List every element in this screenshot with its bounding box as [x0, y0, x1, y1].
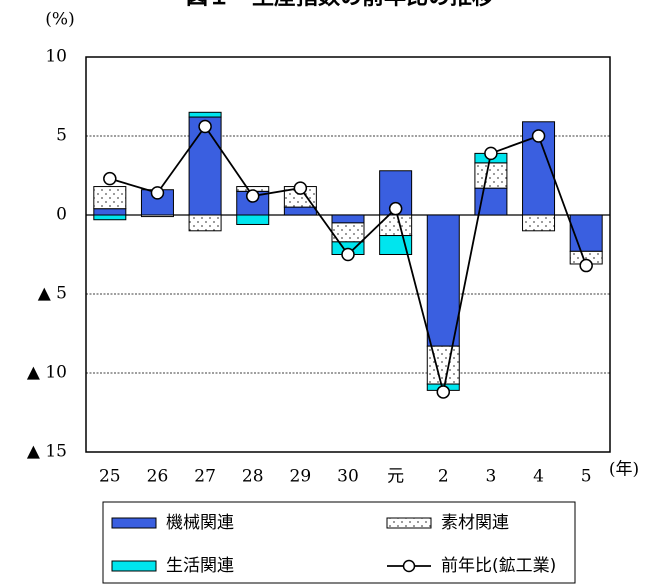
- bar-segment: [283, 206, 317, 216]
- bar-segment: [569, 214, 603, 252]
- line-point: [150, 186, 165, 200]
- bar-segment: [522, 121, 556, 216]
- legend-label: 生活関連: [166, 556, 234, 576]
- legend-swatch: [111, 560, 157, 572]
- bar-segment: [93, 186, 127, 210]
- bar-segment: [379, 214, 413, 237]
- legend-marker: [402, 559, 416, 573]
- x-tick-label: 2: [438, 467, 449, 487]
- bar-segment: [426, 214, 460, 347]
- bar-segment: [331, 214, 365, 224]
- x-unit: (年): [609, 460, 639, 480]
- bar-segment: [140, 214, 174, 218]
- y-unit: (%): [45, 10, 74, 30]
- line-point: [531, 129, 546, 143]
- x-tick-label: 27: [194, 467, 216, 487]
- bar-segment: [188, 214, 222, 232]
- x-tick-label: 25: [99, 467, 121, 487]
- line-point: [341, 247, 355, 262]
- bar-segment: [188, 116, 222, 216]
- x-tick-label: 30: [337, 467, 359, 487]
- line-point: [293, 181, 308, 195]
- x-tick-label: 5: [581, 467, 592, 487]
- line-point: [198, 119, 212, 134]
- chart-title: 図１ 生産指数の前年比の推移: [186, 0, 494, 10]
- x-tick-label: 29: [290, 467, 312, 487]
- line-point: [436, 385, 451, 399]
- y-tick-label: 0: [56, 205, 67, 225]
- y-tick-label: 10: [45, 47, 67, 67]
- y-tick-label: ▲ 15: [27, 442, 67, 462]
- plot-frame: [85, 56, 611, 453]
- legend-label: 前年比(鉱工業): [441, 556, 556, 576]
- line-point: [484, 146, 498, 161]
- legend-label: 素材関連: [441, 513, 509, 533]
- line-point: [579, 258, 593, 273]
- bar-segment: [522, 214, 556, 232]
- x-tick-label: 元: [387, 467, 404, 487]
- bar-segment: [93, 214, 127, 221]
- line-point: [245, 189, 260, 203]
- legend-label: 機械関連: [166, 513, 234, 533]
- y-tick-label: ▲ 5: [38, 284, 67, 304]
- bar-segment: [474, 162, 508, 189]
- x-tick-label: 28: [242, 467, 264, 487]
- legend-box: [102, 501, 576, 584]
- line-point: [103, 171, 117, 186]
- x-tick-label: 26: [147, 467, 169, 487]
- legend-swatch: [386, 517, 432, 529]
- legend-swatch: [111, 517, 157, 529]
- line-point: [388, 201, 403, 216]
- bar-segment: [188, 111, 222, 118]
- bar-segment: [93, 208, 127, 216]
- x-tick-label: 4: [533, 467, 544, 487]
- y-tick-label: ▲ 10: [27, 363, 67, 383]
- y-tick-label: 5: [56, 126, 67, 146]
- x-tick-label: 3: [485, 467, 496, 487]
- bar-segment: [236, 214, 270, 225]
